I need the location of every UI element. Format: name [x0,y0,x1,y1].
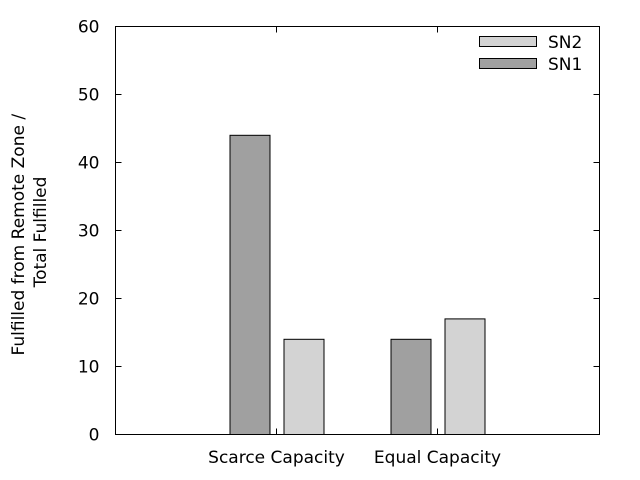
bar-sn2-1 [444,318,486,435]
plot-frame [115,26,600,435]
bars [229,134,486,436]
x-category-label: Equal Capacity [374,448,501,468]
bar-sn1-0 [229,134,271,436]
legend-swatch-sn2 [479,36,537,47]
x-axis: Scarce Capacity Equal Capacity [208,26,501,468]
y-tick-label: 30 [78,222,100,242]
bar-sn1-1 [390,338,432,435]
bar-sn2-0 [283,338,325,435]
y-tick-label: 40 [78,154,100,174]
x-category-label: Scarce Capacity [208,448,345,468]
y-tick-label: 50 [78,86,100,106]
y-axis-label: Fulfilled from Remote Zone / Total Fulfi… [9,109,51,356]
y-tick-label: 10 [78,358,100,378]
legend-swatch-sn1 [479,58,537,69]
legend-label-sn1: SN1 [548,55,582,75]
y-axis-label-line-1: Fulfilled from Remote Zone / [9,114,29,356]
legend-label-sn2: SN2 [548,33,582,53]
y-tick-label: 0 [89,426,100,446]
y-tick-label: 20 [78,290,100,310]
y-axis-label-line-2: Total Fulfilled [31,177,51,289]
y-axis: 0 10 20 30 40 50 60 [78,18,600,446]
y-tick-label: 60 [78,18,100,38]
